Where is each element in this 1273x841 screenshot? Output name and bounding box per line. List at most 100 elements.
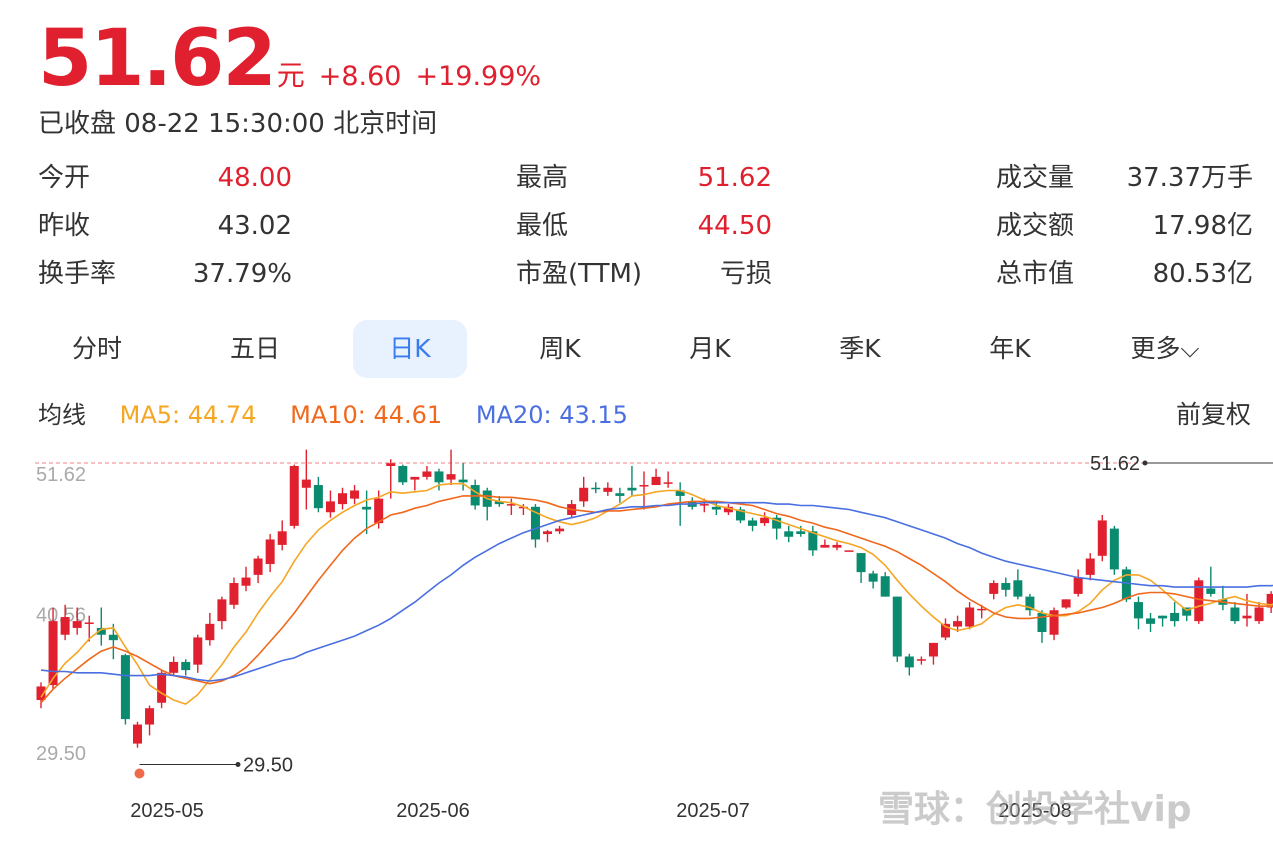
stat-value: 亏损 — [719, 259, 772, 289]
candle-body — [398, 465, 408, 483]
stat-label: 市盈(TTM) — [516, 259, 643, 289]
min-price-label: 29.50 — [243, 755, 293, 777]
candle-body — [880, 576, 890, 597]
candle-body — [1170, 612, 1180, 622]
stat-6: 换手率 37.79% — [38, 254, 292, 294]
candle-body — [1073, 577, 1083, 594]
stat-value: 37.37万手 — [1126, 163, 1253, 193]
x-tick-label: 2025-05 — [130, 800, 203, 822]
market-status: 已收盘 08-22 15:30:00 北京时间 — [38, 109, 438, 139]
stat-label: 昨收 — [38, 211, 91, 241]
stat-label: 最高 — [516, 163, 569, 193]
tab-1[interactable]: 五日 — [229, 334, 280, 363]
candle-body — [289, 465, 299, 526]
candle-body — [120, 655, 130, 720]
candle-body — [989, 583, 999, 594]
candle-body — [953, 621, 963, 627]
candle-body — [325, 501, 335, 513]
candle-body — [820, 544, 830, 548]
candle-body — [1013, 580, 1023, 597]
candle-body — [772, 517, 782, 529]
tab-7[interactable]: 更多⌵ — [1130, 334, 1200, 363]
tab-0[interactable]: 分时 — [71, 334, 122, 363]
stat-7: 市盈(TTM) 亏损 — [516, 254, 772, 294]
candle-body — [506, 504, 516, 506]
tab-6[interactable]: 年K — [989, 334, 1031, 363]
candle-body — [48, 621, 58, 686]
price-change: +8.60 — [318, 61, 402, 92]
stat-3: 昨收 43.02 — [38, 206, 292, 246]
candle-body — [1121, 569, 1131, 600]
candle-body — [808, 531, 818, 551]
candle-body — [579, 487, 589, 502]
candle-body — [832, 544, 842, 548]
candle-body — [1001, 583, 1011, 590]
candle-body — [1037, 612, 1047, 633]
stat-0: 今开 48.00 — [38, 158, 292, 198]
candle-body — [241, 577, 251, 586]
current-price: 51.62 — [38, 14, 277, 104]
candle-body — [1061, 599, 1071, 608]
candle-body — [1049, 610, 1059, 635]
candle-body — [362, 506, 372, 510]
candle-body — [386, 463, 396, 466]
candle-body — [422, 471, 432, 477]
candle-body — [458, 479, 468, 483]
candle-body — [699, 504, 709, 506]
candle-body — [145, 708, 155, 725]
candle-body — [157, 672, 167, 703]
candle-body — [253, 558, 263, 575]
kline-chart[interactable]: 51.62 40.56 29.50 51.62 29.50 2025-05 2025-06 2… — [0, 440, 1273, 841]
max-marker-dot — [1142, 460, 1148, 466]
stat-1: 最高 51.62 — [516, 158, 772, 198]
candle-body — [856, 553, 866, 573]
stat-label: 成交额 — [996, 211, 1075, 241]
stat-2: 成交量 37.37万手 — [996, 158, 1253, 198]
ma-legend: 均线 MA5: 44.74 MA10: 44.61 MA20: 43.15 — [38, 395, 654, 430]
candle-body — [1206, 588, 1216, 594]
candle-body — [301, 479, 311, 488]
candle-body — [1146, 618, 1156, 624]
candle-body — [265, 539, 275, 564]
candle-body — [868, 573, 878, 582]
stat-value: 17.98亿 — [1152, 211, 1253, 241]
candle-body — [1230, 607, 1240, 622]
stat-label: 总市值 — [996, 259, 1075, 289]
candle-body — [205, 623, 215, 641]
candle-body — [916, 659, 926, 661]
stat-5: 成交额 17.98亿 — [996, 206, 1253, 246]
candle-body — [1254, 607, 1264, 622]
candle-body — [1242, 615, 1252, 619]
tab-5[interactable]: 季K — [839, 334, 881, 363]
stat-label: 换手率 — [38, 259, 117, 289]
adjust-mode-button[interactable]: 前复权 — [1175, 400, 1251, 429]
candle-body — [350, 490, 360, 499]
ma-line-ma20 — [40, 501, 1273, 682]
price-unit: 元 — [276, 59, 305, 92]
candle-body — [711, 506, 721, 510]
ma-line-ma5 — [40, 482, 1273, 705]
ma5-legend: MA5: 44.74 — [119, 401, 257, 429]
candle-body — [446, 474, 456, 480]
candle-body — [1158, 615, 1168, 619]
candle-body — [132, 724, 142, 744]
stat-value: 43.02 — [217, 211, 292, 241]
tab-4[interactable]: 月K — [689, 334, 731, 363]
candle-body — [615, 493, 625, 496]
candle-body — [181, 661, 191, 671]
candle-body — [229, 583, 239, 605]
stat-label: 今开 — [38, 163, 91, 193]
candle-body — [530, 506, 540, 540]
candle-body — [651, 476, 661, 486]
max-price-label: 51.62 — [1090, 453, 1140, 475]
candle-body — [1133, 602, 1143, 619]
candle-body — [1182, 607, 1192, 616]
y-tick-label: 29.50 — [36, 743, 86, 765]
candle-body — [84, 622, 94, 624]
candle-body — [108, 634, 118, 641]
tab-2[interactable]: 日K — [353, 320, 467, 378]
candle-body — [72, 621, 82, 628]
candle-body — [663, 482, 673, 484]
tab-3[interactable]: 周K — [539, 334, 581, 363]
candle-body — [193, 637, 203, 665]
